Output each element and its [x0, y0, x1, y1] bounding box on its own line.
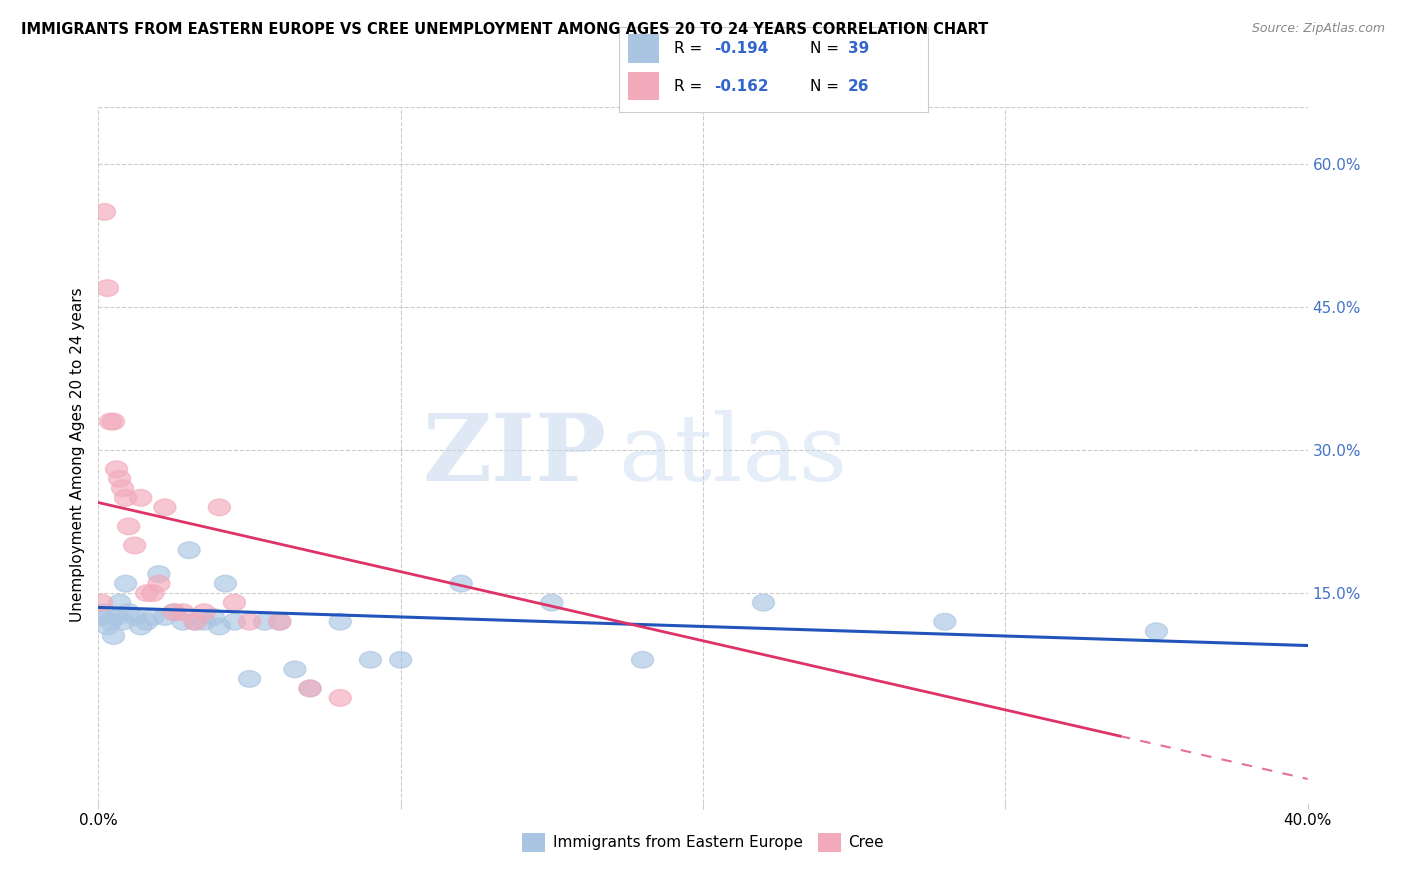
- Text: N =: N =: [810, 78, 844, 94]
- Text: -0.162: -0.162: [714, 78, 769, 94]
- Text: atlas: atlas: [619, 410, 848, 500]
- Text: 39: 39: [848, 41, 869, 56]
- Y-axis label: Unemployment Among Ages 20 to 24 years: Unemployment Among Ages 20 to 24 years: [69, 287, 84, 623]
- FancyBboxPatch shape: [628, 71, 659, 101]
- Text: Source: ZipAtlas.com: Source: ZipAtlas.com: [1251, 22, 1385, 36]
- Text: R =: R =: [675, 78, 707, 94]
- Text: -0.194: -0.194: [714, 41, 769, 56]
- Legend: Immigrants from Eastern Europe, Cree: Immigrants from Eastern Europe, Cree: [516, 827, 890, 858]
- FancyBboxPatch shape: [628, 35, 659, 63]
- Text: ZIP: ZIP: [422, 410, 606, 500]
- Text: 26: 26: [848, 78, 869, 94]
- Text: R =: R =: [675, 41, 707, 56]
- Text: IMMIGRANTS FROM EASTERN EUROPE VS CREE UNEMPLOYMENT AMONG AGES 20 TO 24 YEARS CO: IMMIGRANTS FROM EASTERN EUROPE VS CREE U…: [21, 22, 988, 37]
- Text: N =: N =: [810, 41, 844, 56]
